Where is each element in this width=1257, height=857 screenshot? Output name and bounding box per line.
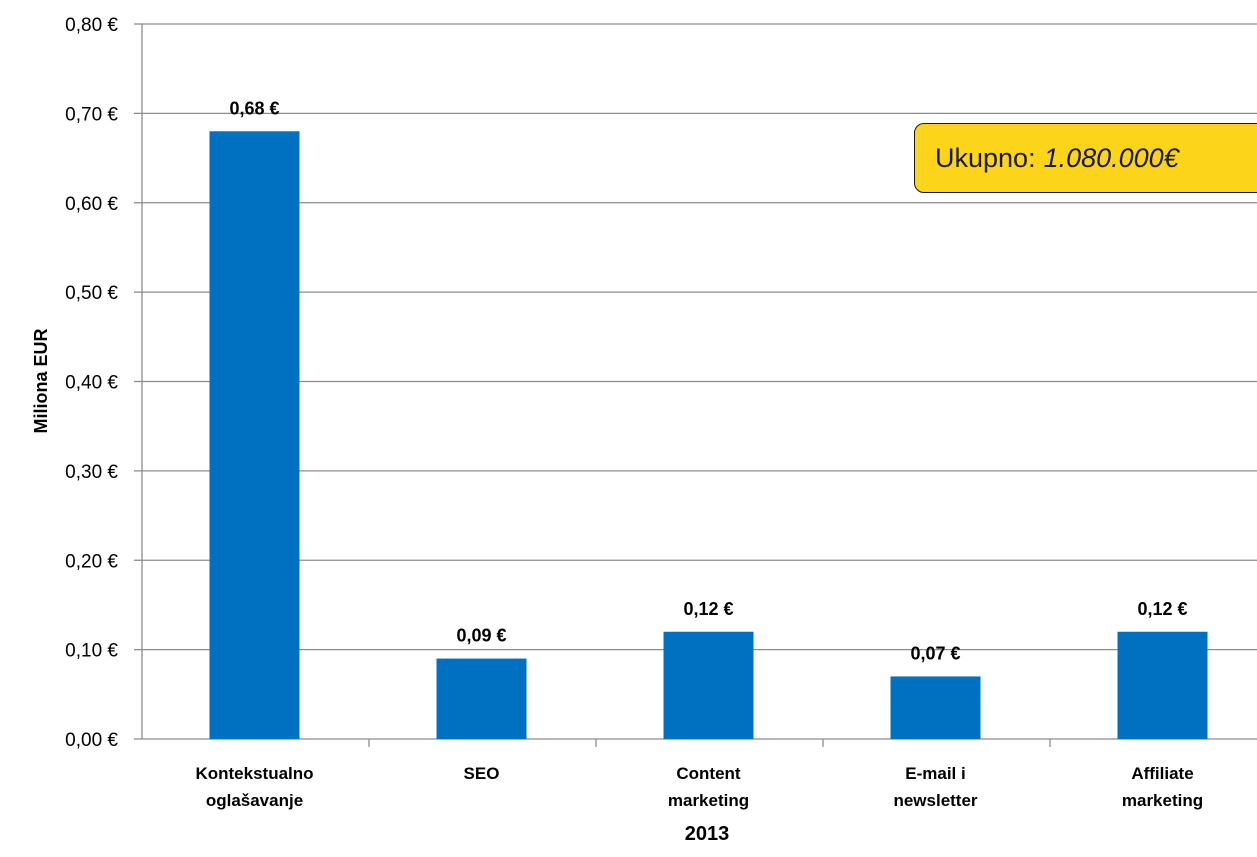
bar <box>890 676 981 739</box>
y-tick-label: 0,60 € <box>65 194 118 215</box>
y-tick-label: 0,40 € <box>65 373 118 394</box>
total-callout: Ukupno: 1.080.000€ <box>914 123 1257 193</box>
x-tick-label: Affiliate <box>1131 764 1193 783</box>
y-tick-label: 0,50 € <box>65 283 118 304</box>
x-axis-title: 2013 <box>685 823 730 845</box>
bar <box>663 631 754 739</box>
x-tick-label: SEO <box>464 764 500 783</box>
total-value: 1.080.000€ <box>1043 142 1179 173</box>
x-tick-label: newsletter <box>893 791 977 810</box>
bar <box>1117 631 1208 739</box>
data-label: 0,68 € <box>229 98 279 118</box>
x-tick-label: marketing <box>1122 791 1203 810</box>
x-tick-label: Content <box>676 764 741 783</box>
y-tick-label: 0,20 € <box>65 551 118 572</box>
data-label: 0,09 € <box>456 626 506 646</box>
data-label: 0,07 € <box>910 643 960 663</box>
y-tick-label: 0,10 € <box>65 641 118 662</box>
x-tick-label: Kontekstualno <box>195 764 313 783</box>
y-tick-label: 0,70 € <box>65 104 118 125</box>
data-label: 0,12 € <box>1137 599 1187 619</box>
bar <box>209 131 300 739</box>
total-label: Ukupno: <box>935 142 1036 173</box>
y-tick-label: 0,80 € <box>65 15 118 36</box>
y-tick-label: 0,30 € <box>65 462 118 483</box>
y-axis-title: Miliona EUR <box>31 328 51 433</box>
x-tick-label: E-mail i <box>905 764 965 783</box>
data-label: 0,12 € <box>683 599 733 619</box>
y-tick-label: 0,00 € <box>65 730 118 751</box>
x-tick-label: marketing <box>668 791 749 810</box>
bar <box>436 658 527 739</box>
x-tick-label: oglašavanje <box>206 791 303 810</box>
